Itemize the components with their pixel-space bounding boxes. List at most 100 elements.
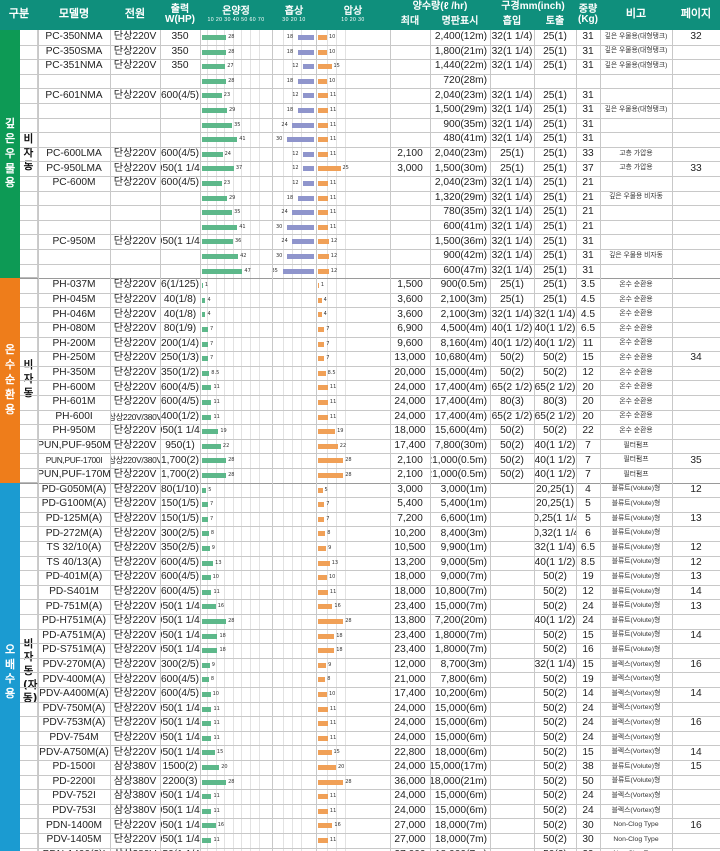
cell-output: 950(1 1/4) (160, 425, 200, 437)
discharge-value: 11 (329, 807, 337, 814)
cell-model: PH-046M (52, 308, 96, 320)
column-divider (430, 30, 431, 851)
cell-w: 16 (582, 644, 594, 656)
row-divider (20, 190, 720, 192)
discharge-value: 7 (326, 326, 330, 332)
cell-plate: 9,900(1m) (440, 542, 487, 554)
cell-plate: 3,000(1m) (440, 483, 487, 495)
cell-max: 13,200 (394, 556, 426, 568)
total-head-bar (202, 122, 233, 128)
cell-note: 블류트(Volute)형 (611, 485, 661, 493)
discharge-value: 9 (328, 661, 332, 668)
discharge-value: 18 (336, 647, 343, 654)
cell-output: 950(1 1/4) (160, 804, 200, 816)
cell-bin: 40(1 1/2) (491, 337, 533, 349)
discharge-bar (318, 794, 328, 800)
total-head-bar (202, 823, 216, 829)
cell-w: 21 (582, 220, 594, 232)
cell-w: 6.5 (580, 323, 596, 335)
cell-max: 22,800 (394, 746, 426, 758)
total-head-bar (202, 151, 223, 157)
cell-bout: 50(2) (534, 848, 576, 851)
cell-output: 950(1 1/4) (160, 629, 200, 641)
column-divider (576, 30, 577, 851)
cell-power: 단상220V (113, 819, 157, 831)
cell-bout: 65(2 1/2) (534, 381, 576, 393)
total-head-value: 37 (235, 165, 243, 172)
header-discharge-scale: 10 20 30 (341, 16, 365, 23)
cell-output: 950(1 1/4) (160, 600, 200, 612)
cell-bout: 25(1) (543, 162, 567, 174)
cell-w: 24 (582, 804, 594, 816)
group-0-subtype: 비자동 (20, 30, 38, 279)
suction-bar (303, 64, 314, 70)
discharge-gridline (345, 30, 346, 851)
cell-model: PH-600M (52, 381, 96, 393)
discharge-value: 11 (329, 194, 337, 201)
discharge-bar (318, 633, 335, 639)
cell-page: 15 (690, 761, 702, 773)
discharge-bar (318, 531, 326, 537)
cell-w: 8.5 (580, 556, 596, 568)
cell-w: 7 (585, 439, 591, 451)
total-head-bar (202, 706, 212, 712)
cell-plate: 9,000(7m) (440, 571, 487, 583)
cell-max: 6,900 (397, 323, 423, 335)
cell-bin: 25(1) (500, 293, 524, 305)
total-head-bar (202, 502, 209, 508)
cell-w: 30 (582, 819, 594, 831)
header-output: 출력 W(HP) (160, 0, 200, 30)
cell-bout: 50(2) (543, 571, 567, 583)
total-head-value: 9 (211, 661, 215, 668)
cell-output: 6(1/125) (161, 279, 199, 291)
cell-bin: 32(1 1/4) (491, 177, 533, 189)
total-head-value: 11 (213, 793, 220, 800)
cell-power: 단상220V (113, 293, 157, 305)
row-divider (20, 672, 720, 674)
cell-plate: 17,400(4m) (434, 410, 487, 422)
cell-power: 단상220V (113, 235, 157, 247)
discharge-bar (318, 385, 328, 391)
discharge-bar (318, 35, 327, 40)
discharge-bar (318, 692, 327, 697)
total-head-value: 11 (213, 720, 220, 727)
header-total-head-scale: 10 20 30 40 50 60 70 (207, 16, 265, 23)
cell-note: 블류트(Volute)형 (611, 558, 661, 566)
cell-output: 350 (171, 60, 189, 72)
total-gridline (215, 30, 217, 851)
cell-model: PH-080M (52, 323, 96, 335)
discharge-bar (318, 414, 328, 420)
cell-max: 23,400 (394, 600, 426, 612)
cell-model: PDV-753I (52, 804, 96, 816)
discharge-bar (318, 49, 327, 55)
cell-bout: 50(2) (543, 775, 567, 787)
cell-model: PDN-1400(3)I (38, 848, 110, 851)
cell-bout: 32(1 1/4) (534, 658, 576, 670)
cell-plate: 15,000(4m) (434, 366, 487, 378)
cell-plate: 480(41m) (443, 133, 487, 145)
cell-note: 블렉스(Vortex)형 (611, 792, 661, 800)
cell-note: 고층 가압용 (619, 164, 653, 172)
row-divider (20, 818, 720, 820)
header-bore-out: 토출 (534, 14, 576, 30)
cell-output: 40(1/8) (163, 308, 197, 320)
cell-max: 13,000 (394, 352, 426, 364)
cell-bout: 25(1) (543, 104, 567, 116)
cell-bout: 25(1) (543, 133, 567, 145)
total-head-value: 28 (228, 618, 235, 624)
row-divider (20, 614, 720, 615)
total-head-value: 23 (223, 180, 231, 186)
cell-bin: 25(1) (500, 279, 524, 291)
cell-max: 24,000 (394, 731, 426, 743)
cell-note: 필터펌프 (623, 470, 649, 478)
discharge-bar (318, 166, 341, 172)
cell-bout: 50(2) (543, 790, 567, 802)
cell-power: 단상220V (113, 731, 157, 743)
discharge-bar (318, 838, 328, 843)
row-divider (20, 687, 720, 688)
suction-bar (303, 151, 314, 157)
cell-note: 블렉스(Vortex)형 (611, 675, 661, 683)
total-head-value: 9 (211, 545, 215, 551)
cell-plate: 18,000(7m) (430, 848, 490, 851)
total-head-value: 13 (215, 559, 222, 566)
